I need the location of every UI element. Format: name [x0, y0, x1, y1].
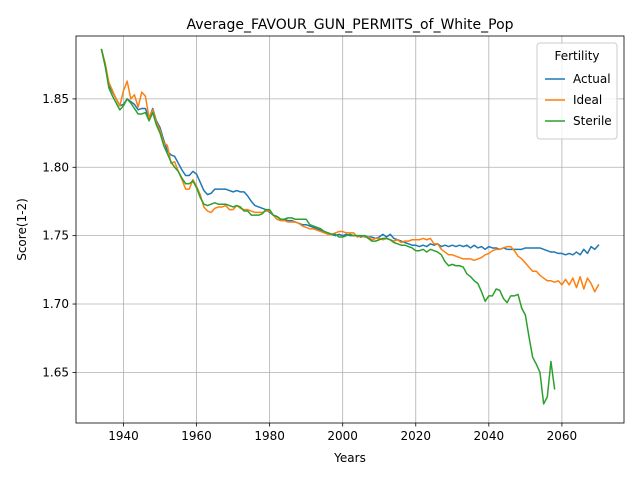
plot-area-frame — [75, 35, 625, 424]
x-tick-label: 1940 — [108, 429, 139, 443]
legend-label-sterile: Sterile — [573, 114, 612, 128]
legend-label-actual: Actual — [573, 72, 611, 86]
y-tick-label: 1.75 — [42, 229, 69, 243]
series-lines — [100, 48, 600, 405]
x-tick-label: 2000 — [327, 429, 358, 443]
legend-label-ideal: Ideal — [573, 93, 602, 107]
series-line-actual — [100, 48, 600, 256]
series-line-ideal — [100, 48, 600, 293]
legend-title: Fertility — [554, 49, 599, 63]
legend-entries: Actual Ideal Sterile — [545, 72, 612, 128]
x-tick-label: 1960 — [181, 429, 212, 443]
x-axis-ticks: 1940 1960 1980 2000 2020 2040 2060 — [108, 423, 577, 443]
x-tick-label: 1980 — [254, 429, 285, 443]
y-tick-label: 1.85 — [42, 92, 69, 106]
x-axis-label: Years — [333, 451, 366, 465]
series-line-sterile — [100, 48, 556, 405]
legend: Fertility Actual Ideal Sterile — [536, 42, 618, 140]
x-tick-label: 2020 — [400, 429, 431, 443]
legend-box — [536, 42, 618, 140]
x-tick-label: 2040 — [474, 429, 505, 443]
y-axis-label: Score(1-2) — [15, 198, 29, 261]
y-tick-label: 1.65 — [42, 365, 69, 379]
y-axis-ticks: 1.65 1.70 1.75 1.80 1.85 — [42, 92, 76, 379]
chart-title: Average_FAVOUR_GUN_PERMITS_of_White_Pop — [186, 17, 513, 33]
x-tick-label: 2060 — [547, 429, 578, 443]
y-tick-label: 1.70 — [42, 297, 69, 311]
y-tick-label: 1.80 — [42, 160, 69, 174]
